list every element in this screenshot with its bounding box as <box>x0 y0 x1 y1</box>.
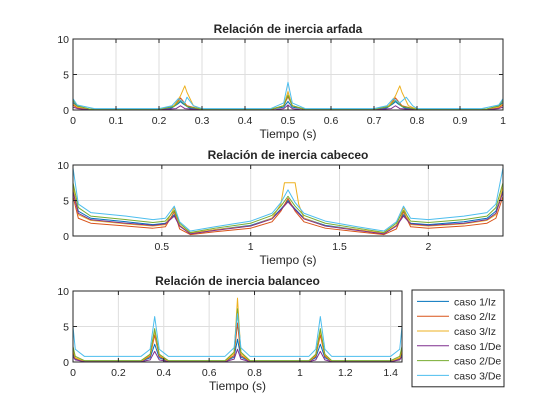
x-tick-label: 0.5 <box>281 115 296 127</box>
x-tick-label: 0.4 <box>156 367 171 379</box>
y-tick-label: 0 <box>63 105 69 117</box>
subplot-3: 0 0.2 0.4 0.6 0.8 1 1.2 1.4 0 5 10 Relación de iner… <box>57 274 403 393</box>
x-tick-label: 2 <box>425 241 431 253</box>
series-line-5 <box>72 182 504 233</box>
x-tick-label: 1.4 <box>383 367 398 379</box>
x-tick-label: 1.2 <box>338 367 353 379</box>
legend-box <box>411 289 505 388</box>
x-tick-label: 0.9 <box>453 115 468 127</box>
y-tick-label: 5 <box>63 322 69 334</box>
legend-label: caso 3/Iz <box>454 326 496 338</box>
subplot-title: Relación de inercia cabeceo <box>208 148 369 162</box>
x-tick-label: 0.4 <box>238 115 253 127</box>
y-tick-label: 5 <box>63 70 69 82</box>
x-axis-label: Tiempo (s) <box>260 253 317 267</box>
series-line-5 <box>72 308 403 362</box>
x-axis-label: Tiempo (s) <box>260 127 317 141</box>
legend-label: caso 2/Iz <box>454 311 496 323</box>
y-tick-label: 10 <box>57 160 69 172</box>
subplot-title: Relación de inercia balanceo <box>155 274 320 288</box>
x-tick-label: 0.6 <box>324 115 339 127</box>
series-line-3 <box>72 85 504 110</box>
legend-label: caso 2/De <box>454 356 501 368</box>
series-line-1 <box>72 100 504 110</box>
x-tick-label: 0 <box>70 115 76 127</box>
x-tick-label: 0.5 <box>155 241 170 253</box>
series-line-6 <box>72 167 504 232</box>
x-tick-label: 1 <box>500 115 506 127</box>
x-tick-label: 0.3 <box>195 115 210 127</box>
series-line-4 <box>72 348 403 363</box>
subplot-2: 0.5 1 1.5 2 0 5 10 Relación de inercia cabeceo T… <box>57 148 504 267</box>
y-tick-label: 10 <box>57 286 69 298</box>
x-tick-label: 0.2 <box>152 115 167 127</box>
subplot-title: Relación de inercia arfada <box>214 22 363 36</box>
legend-label: caso 1/Iz <box>454 296 496 308</box>
series-line-3 <box>72 182 504 234</box>
series-line-6 <box>72 81 504 110</box>
series-line-5 <box>72 94 504 110</box>
x-tick-label: 1 <box>248 241 254 253</box>
x-axis-label: Tiempo (s) <box>209 379 266 393</box>
x-tick-label: 0.2 <box>111 367 126 379</box>
legend-label: caso 1/De <box>454 341 501 353</box>
x-tick-label: 0.7 <box>367 115 382 127</box>
x-tick-label: 1.5 <box>332 241 347 253</box>
series-line-3 <box>72 297 403 362</box>
x-tick-label: 0.6 <box>202 367 217 379</box>
x-tick-label: 0.8 <box>410 115 425 127</box>
y-tick-label: 10 <box>57 34 69 46</box>
y-tick-label: 0 <box>63 357 69 369</box>
x-tick-label: 1 <box>297 367 303 379</box>
x-tick-label: 0.8 <box>247 367 262 379</box>
x-tick-label: 0 <box>70 367 76 379</box>
series-line-4 <box>72 191 504 235</box>
y-tick-label: 0 <box>63 231 69 243</box>
series-line-2 <box>72 196 504 236</box>
subplot-1: 0 0.1 0.2 0.3 0.4 0.5 0.6 0.7 0.8 0.9 10510Relació… <box>57 22 506 141</box>
x-tick-label: 0.1 <box>109 115 124 127</box>
series-line-1 <box>72 189 504 235</box>
y-tick-label: 5 <box>63 196 69 208</box>
legend: caso 1/Iz caso 2/Iz caso 3/Iz caso 1/De caso… <box>411 289 505 388</box>
legend-label: caso 3/De <box>454 370 501 382</box>
series-line-6 <box>72 313 403 357</box>
series-line-4 <box>72 104 504 111</box>
